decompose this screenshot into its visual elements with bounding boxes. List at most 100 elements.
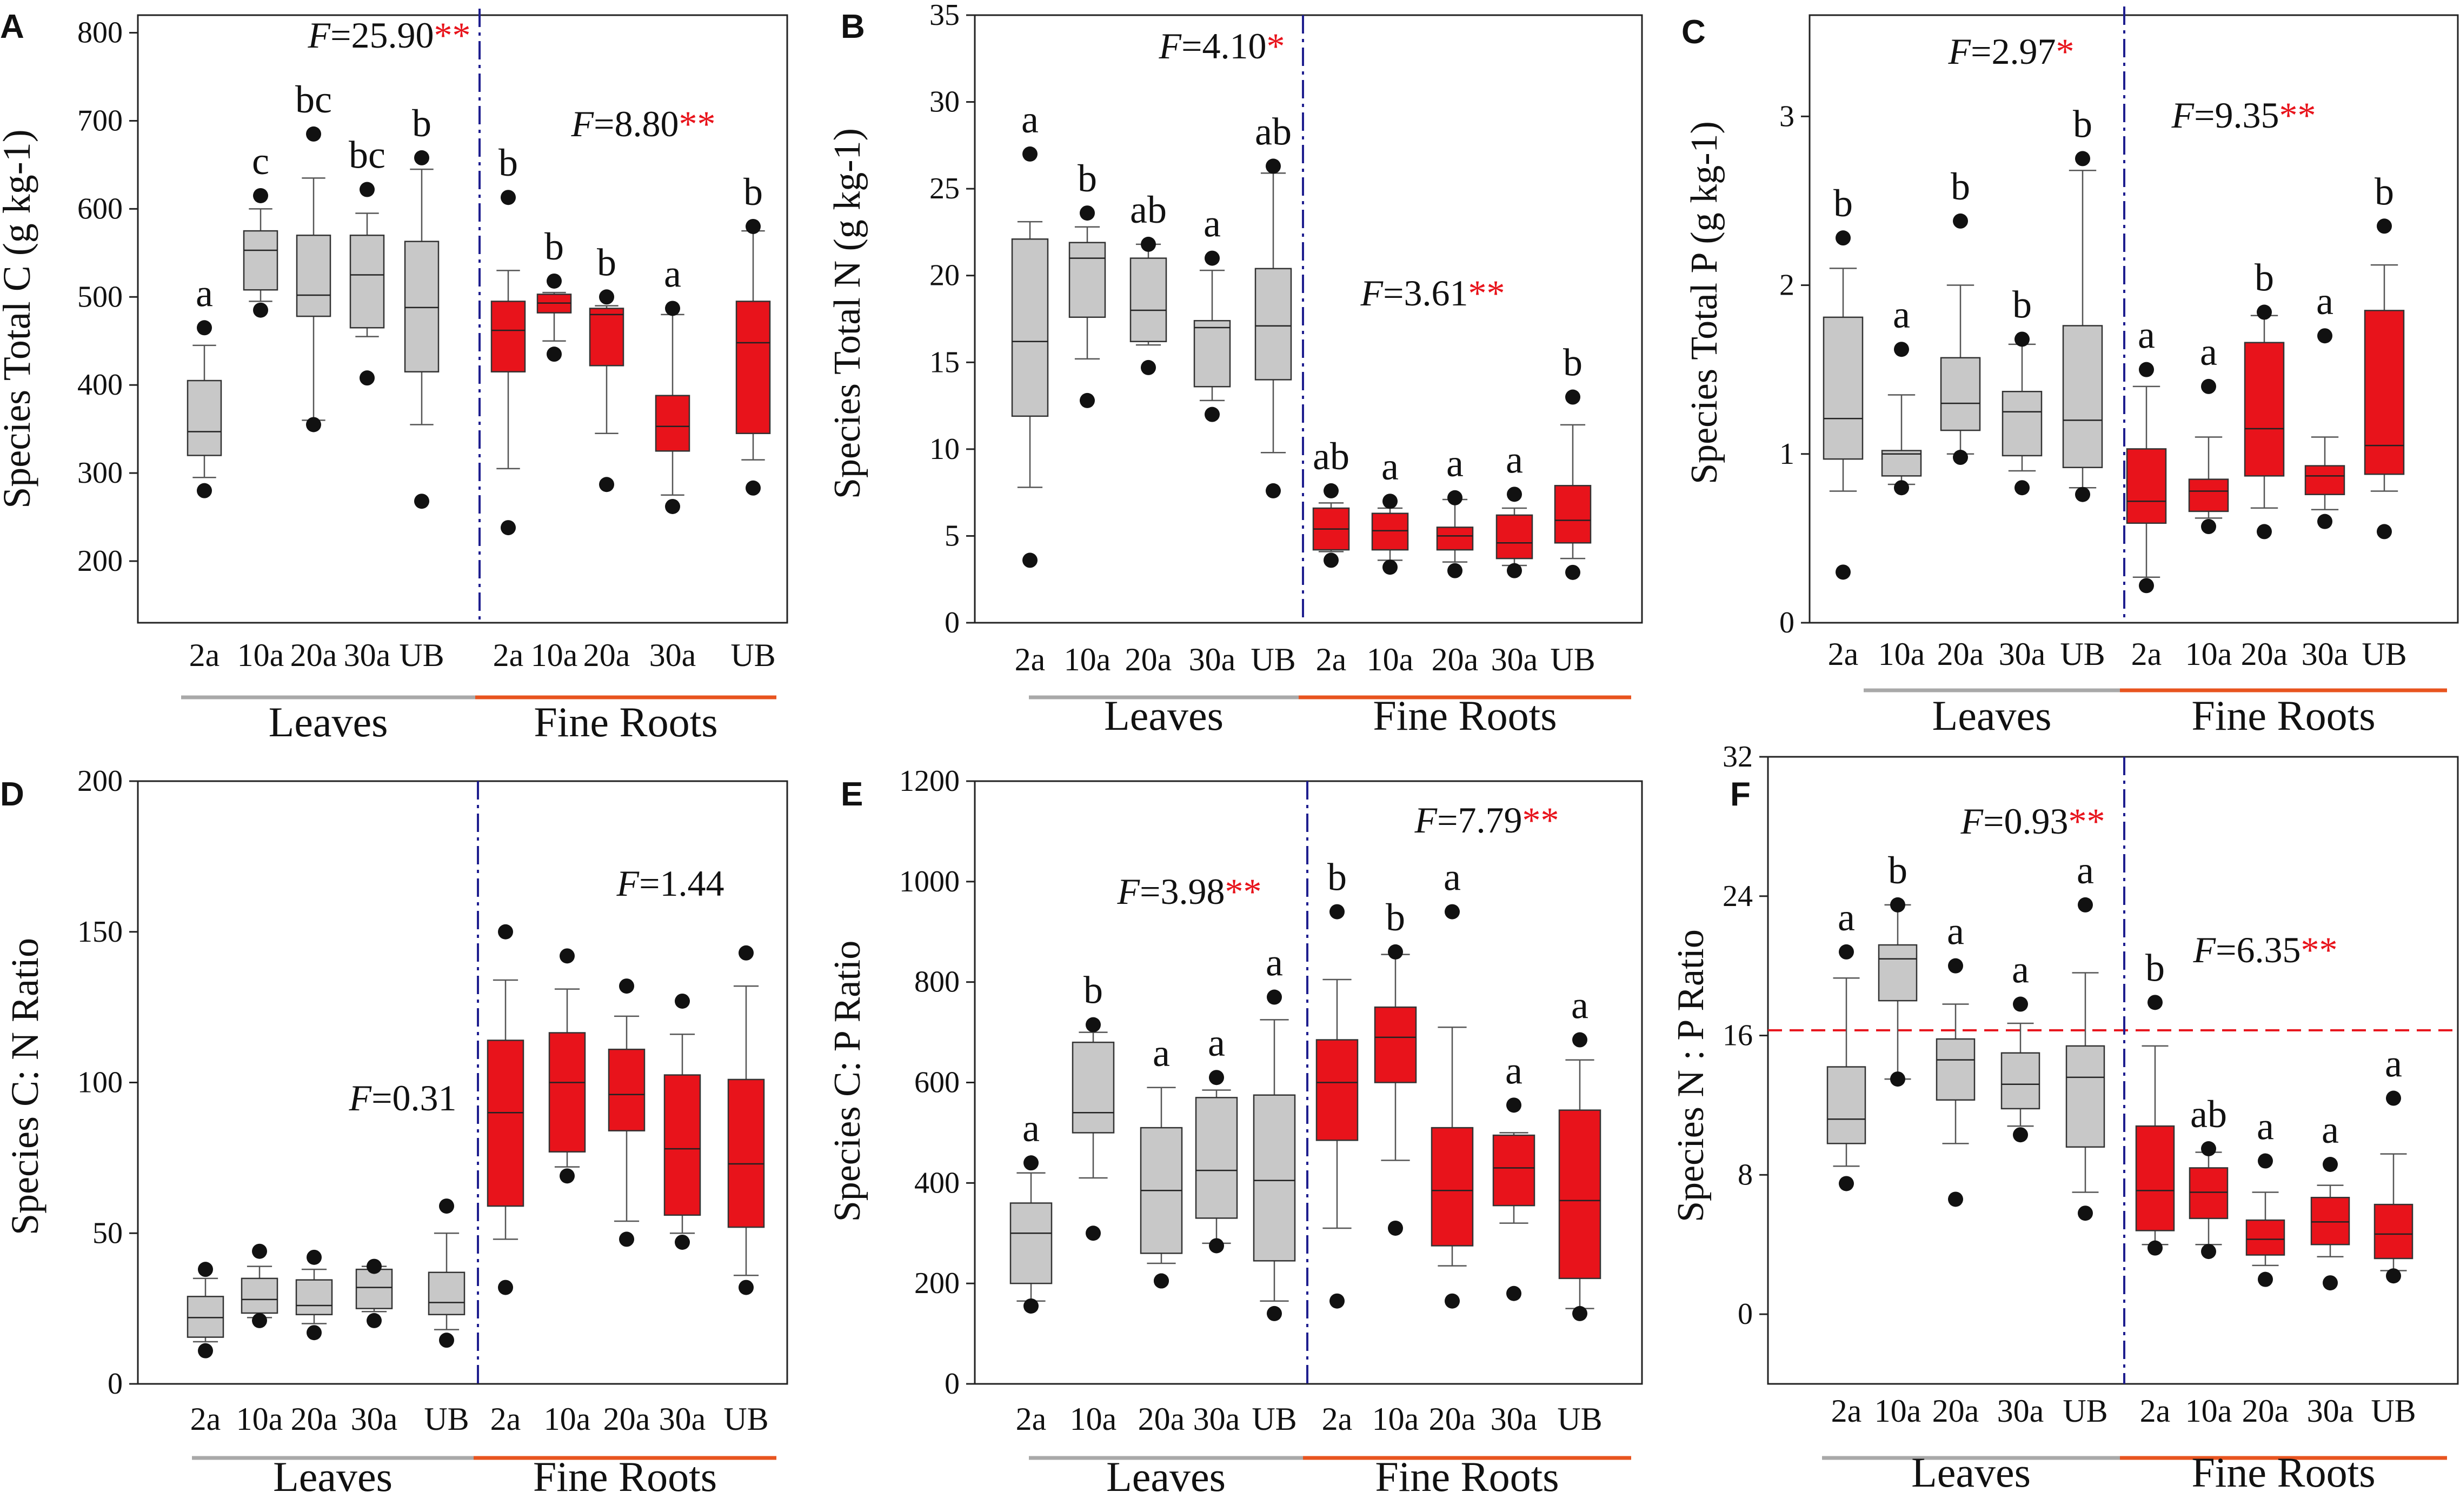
sig-letter: b [1083,969,1103,1012]
outlier-point [1141,236,1156,252]
sig-letter: a [1947,910,1964,953]
category-label: 2a [1316,642,1347,677]
category-label: 30a [659,1401,706,1437]
box-30a: a 30a [1491,438,1538,677]
box-20a: a 20a [1429,856,1476,1437]
box-iqr [296,234,331,317]
category-label: 2a [1015,642,1046,677]
group-label: Fine Roots [2191,692,2375,739]
box-iqr [1374,1006,1417,1083]
outlier-point [2377,218,2392,234]
outlier-point [1205,407,1220,422]
sig-letter: b [498,141,518,184]
outlier-point [307,1249,322,1265]
sig-letter: b [1951,165,1970,208]
y-tick-label: 15 [929,345,960,379]
outlier-point [619,1231,634,1247]
y-axis-label: Species Total N (g kg-1) [827,128,868,499]
sig-letter: a [2322,1108,2339,1151]
outlier-point [599,477,614,492]
outlier-point [619,978,634,994]
group-label: Leaves [1932,692,2052,739]
outlier-point [1890,897,1905,912]
group-label: Fine Roots [1373,692,1557,739]
box-iqr [487,1040,524,1207]
sig-letter: a [1153,1031,1170,1075]
f-statistic: F=8.80** [571,103,716,144]
box-iqr [1072,1041,1115,1134]
sig-letter: b [544,225,564,268]
group-fine-roots: b 2a b 10a b 20a a 30a b UB Fine Roots F=8.80** [475,103,776,745]
outlier-point [439,1198,454,1214]
box-iqr [1254,268,1292,381]
outlier-point [1839,944,1854,960]
box-iqr [663,1074,701,1216]
panel-label: D [0,776,24,813]
group-label: Leaves [269,698,388,745]
outlier-point [1205,250,1220,266]
category-label: 2a [190,1401,221,1437]
group-label: Fine Roots [1375,1453,1559,1500]
category-label: 30a [2307,1393,2354,1429]
box-20a: a 20a [1138,1031,1185,1437]
sig-letter: a [2012,948,2029,991]
box-iqr [1881,450,1922,477]
outlier-point [439,1333,454,1348]
box-iqr [428,1271,466,1316]
category-label: 10a [2185,1393,2232,1429]
sig-letter: ab [1255,110,1292,153]
category-label: 2a [1322,1401,1353,1437]
group-fine-roots: a 2a a 10a b 20a a 30a b UB Fine Roots F=9.35** [2120,95,2447,739]
box-10a: 10a [236,1243,283,1437]
y-tick-label: 200 [77,544,123,578]
sig-letter: a [1838,896,1855,939]
y-axis-label: Species C: N Ratio [3,938,46,1235]
box-iqr [655,395,690,452]
sig-letter: a [1444,856,1461,899]
y-tick-label: 300 [77,456,123,490]
box-iqr [2188,478,2229,512]
category-label: 20a [1429,1401,1476,1437]
box-iqr [2065,1045,2105,1148]
y-tick-label: 20 [929,259,960,292]
sig-letter: a [1204,202,1221,245]
box-2a: a 2a [1826,896,1866,1429]
box-30a: a 30a [649,252,696,673]
sig-letter: ab [2190,1093,2227,1136]
group-leaves: 2a 10a 20a 30a UB Leaves F=0.31 [187,1077,474,1500]
outlier-point [1388,944,1403,960]
box-iqr [1371,512,1409,551]
box-2a: 2a [187,1262,224,1437]
y-axis-label: Species C: P Ratio [827,941,868,1222]
y-tick-label: 35 [929,0,960,32]
sig-letter: a [1446,442,1464,485]
category-label: UB [2060,636,2105,672]
outlier-point [197,483,212,498]
box-iqr [187,1296,224,1338]
outlier-point [306,126,321,142]
box-2a: a 2a [2126,314,2167,672]
box-30a: bc 30a [344,134,391,673]
outlier-point [665,301,680,316]
category-label: 10a [237,637,284,673]
panel-label: A [0,8,24,45]
plot-frame [974,14,1643,624]
category-label: 30a [344,637,391,673]
plot-frame [137,14,788,624]
box-30a: a 30a [2307,1108,2354,1429]
y-tick-label: 3 [1779,99,1794,133]
sig-letter: a [1381,445,1399,488]
box-20a: b 20a [583,241,630,673]
box-iqr [1011,238,1049,417]
outlier-point [1086,1225,1101,1241]
outlier-point [2201,1244,2216,1260]
box-iqr [2126,448,2167,524]
box-iqr [404,241,440,372]
box-20a: a 20a [1932,910,1979,1429]
category-label: UB [2362,636,2406,672]
outlier-point [1382,494,1398,509]
outlier-point [252,1313,267,1328]
category-label: 20a [1932,1393,1979,1429]
outlier-point [1506,1097,1521,1113]
